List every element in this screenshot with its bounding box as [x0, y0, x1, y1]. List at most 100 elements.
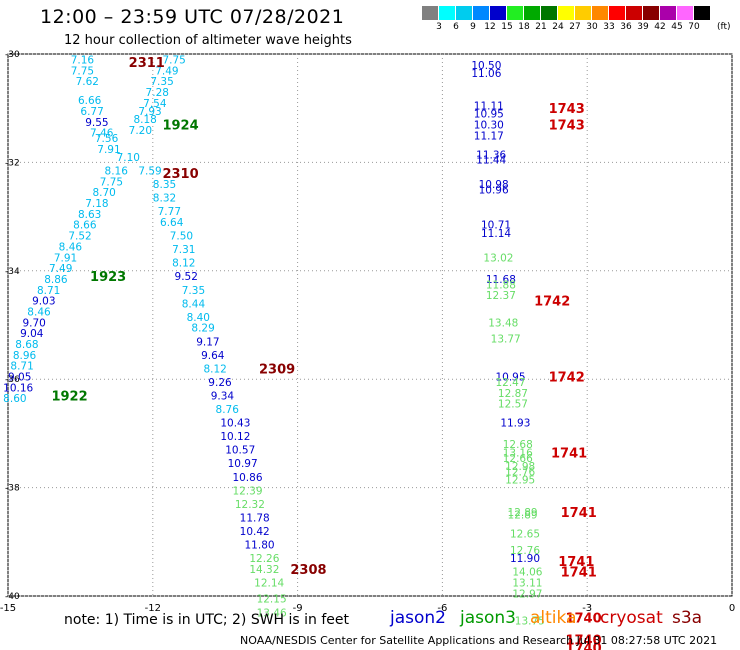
y-tick-label: -36: [5, 375, 20, 385]
wave-height-label: 12.76: [510, 545, 540, 557]
pass-time-label: 2310: [162, 167, 198, 182]
colorbar-swatch: [524, 6, 540, 20]
x-tick-label: -3: [582, 603, 592, 614]
legend-cryosat: cryosat: [600, 608, 663, 628]
wave-height-label: 12.37: [486, 290, 516, 302]
wave-height-label: 9.70: [22, 317, 45, 329]
wave-height-label: 8.44: [182, 298, 206, 310]
pass-time-label: 1741: [561, 566, 597, 581]
wave-height-label: 12.47: [495, 377, 525, 389]
wave-height-label: 10.42: [240, 526, 270, 538]
wave-height-label: 8.63: [78, 209, 101, 221]
wave-height-label: 8.68: [15, 339, 38, 351]
wave-height-label: 13.46: [257, 607, 287, 619]
wave-height-label: 8.40: [187, 312, 210, 324]
colorbar-label: 3: [436, 22, 442, 32]
pass-time-label: 1740: [565, 612, 601, 627]
page-title: 12:00 – 23:59 UTC 07/28/2021: [40, 6, 345, 28]
wave-height-label: 11.90: [510, 553, 540, 565]
wave-height-label: 7.56: [95, 133, 119, 145]
colorbar-swatch: [677, 6, 693, 20]
pass-time-label: 1740: [565, 633, 601, 648]
wave-height-label: 12.66: [503, 453, 533, 465]
y-tick-label: -40: [5, 592, 20, 602]
legend-jason3: jason3: [460, 608, 516, 628]
pass-time-label: 1924: [162, 118, 198, 133]
x-tick-label: -6: [437, 603, 447, 614]
colorbar-label: 42: [654, 22, 666, 32]
wave-height-label: 7.75: [100, 176, 123, 188]
colorbar-label: 15: [501, 22, 513, 32]
wave-height-label: 11.44: [476, 155, 506, 167]
pass-time-label: 2308: [290, 563, 326, 578]
wave-height-label: 10.43: [220, 418, 250, 430]
colorbar-unit: (ft): [717, 22, 731, 32]
wave-height-label: 7.18: [85, 198, 108, 210]
wave-height-label: 10.95: [495, 371, 525, 383]
wave-height-label: 7.50: [170, 231, 193, 243]
wave-height-label: 10.98: [479, 179, 509, 191]
pass-time-label: 1741: [558, 555, 594, 570]
pass-time-label: 1743: [549, 102, 585, 117]
wave-height-label: 8.29: [191, 323, 214, 335]
wave-height-label: 6.64: [160, 217, 184, 229]
footer-credit: NOAA/NESDIS Center for Satellite Applica…: [240, 634, 718, 647]
colorbar-label: 9: [470, 22, 476, 32]
footer-note: note: 1) Time is in UTC; 2) SWH is in fe…: [64, 612, 350, 628]
colorbar-label: 21: [535, 22, 547, 32]
wave-height-label: 12.14: [254, 577, 284, 589]
wave-height-label: 7.91: [54, 252, 77, 264]
wave-height-label: 7.54: [143, 98, 167, 110]
pass-time-label: 1922: [51, 389, 87, 404]
colorbar-swatch: [660, 6, 676, 20]
wave-height-label: 8.60: [3, 393, 26, 405]
wave-height-label: 8.46: [59, 241, 83, 253]
wave-height-label: 9.05: [8, 371, 31, 383]
legend-s3a: s3a: [672, 608, 703, 628]
wave-height-label: 10.16: [3, 382, 33, 394]
wave-height-label: 9.26: [208, 377, 232, 389]
wave-height-label: 12.97: [512, 588, 542, 600]
colorbar-swatch: [507, 6, 523, 20]
y-tick-label: -38: [5, 484, 20, 494]
wave-height-label: 8.86: [44, 274, 68, 286]
y-tick-label: -30: [5, 50, 20, 60]
wave-height-label: 7.49: [155, 65, 178, 77]
pass-time-label: 1742: [534, 295, 570, 310]
wave-height-label: 7.35: [150, 76, 173, 88]
pass-time-label: 1741: [561, 506, 597, 521]
wave-height-label: 12.65: [510, 529, 540, 541]
wave-height-label: 12.32: [235, 499, 265, 511]
pass-time-label: 1742: [549, 370, 585, 385]
wave-height-label: 7.62: [76, 76, 99, 88]
wave-height-label: 8.71: [10, 361, 33, 373]
colorbar-label: 70: [688, 22, 700, 32]
wave-height-label: 13.11: [512, 577, 542, 589]
wave-height-label: 7.75: [71, 65, 94, 77]
wave-height-label: 12.57: [498, 399, 528, 411]
pass-time-label: 2309: [259, 362, 295, 377]
colorbar-swatch: [694, 6, 710, 20]
wave-height-label: 11.78: [240, 512, 270, 524]
wave-height-label: 7.75: [162, 54, 185, 66]
wave-height-label: 12.68: [503, 439, 533, 451]
wave-height-label: 11.93: [500, 418, 530, 430]
wave-height-label: 9.34: [211, 390, 235, 402]
wave-height-label: 8.76: [216, 404, 240, 416]
wave-height-label: 10.57: [225, 445, 255, 457]
wave-height-label: 7.46: [90, 128, 114, 140]
y-tick-label: -32: [5, 158, 20, 168]
wave-height-label: 7.31: [172, 244, 195, 256]
wave-height-label: 10.96: [479, 185, 509, 197]
colorbar-swatch: [490, 6, 506, 20]
wave-height-label: 11.68: [486, 274, 516, 286]
wave-height-label: 12.89: [508, 510, 538, 522]
wave-height-label: 7.93: [138, 106, 161, 118]
x-tick-label: -15: [0, 603, 16, 614]
wave-height-label: 7.59: [138, 166, 161, 178]
wave-height-label: 8.12: [172, 258, 195, 270]
wave-height-label: 11.14: [481, 228, 511, 240]
wave-height-label: 12.87: [498, 388, 528, 400]
